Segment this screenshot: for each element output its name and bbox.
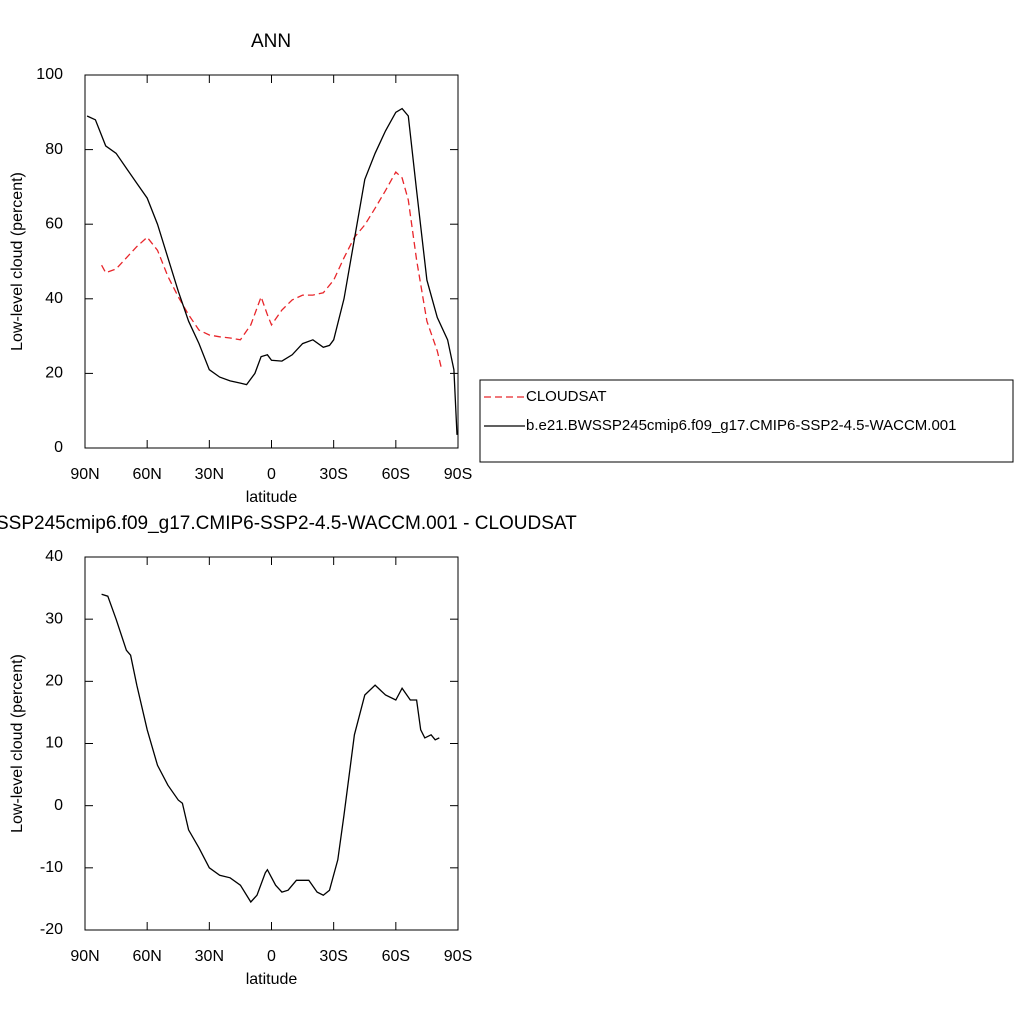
data-line bbox=[101, 170, 443, 369]
y-tick-label: 30 bbox=[45, 610, 63, 627]
y-tick-label: 40 bbox=[45, 548, 63, 565]
chart-title: ANN bbox=[251, 31, 291, 52]
x-tick-label: 30N bbox=[195, 948, 224, 965]
y-axis-label: Low-level cloud (percent) bbox=[9, 172, 26, 351]
y-tick-label: 40 bbox=[45, 290, 63, 307]
y-tick-label: 80 bbox=[45, 141, 63, 158]
legend-label: b.e21.BWSSP245cmip6.f09_g17.CMIP6-SSP2-4… bbox=[526, 417, 956, 434]
x-tick-label: 60S bbox=[382, 948, 410, 965]
plot-frame bbox=[84, 556, 459, 931]
x-tick-label: 90N bbox=[70, 466, 99, 483]
y-tick-label: -20 bbox=[40, 921, 63, 938]
chart-title: SSP245cmip6.f09_g17.CMIP6-SSP2-4.5-WACCM… bbox=[0, 513, 577, 534]
y-tick-label: 10 bbox=[45, 735, 63, 752]
x-axis-label: latitude bbox=[246, 489, 298, 506]
x-axis-label: latitude bbox=[246, 971, 298, 988]
data-line bbox=[101, 593, 440, 904]
legend-label: CLOUDSAT bbox=[526, 388, 607, 405]
plot-frame bbox=[84, 74, 459, 449]
x-tick-label: 30N bbox=[195, 466, 224, 483]
x-tick-label: 60N bbox=[132, 466, 161, 483]
chart-panel: ANN 90N 60N 30N 0 30S 60S 90S 0 20 40 60 80 100 latitu… bbox=[9, 31, 1014, 506]
data-line bbox=[86, 107, 458, 435]
y-tick-label: 0 bbox=[54, 439, 63, 456]
x-tick-label: 0 bbox=[267, 948, 276, 965]
chart-panel: SSP245cmip6.f09_g17.CMIP6-SSP2-4.5-WACCM… bbox=[0, 513, 577, 988]
x-tick-label: 90S bbox=[444, 948, 472, 965]
x-tick-label: 0 bbox=[267, 466, 276, 483]
y-tick-label: 0 bbox=[54, 797, 63, 814]
x-tick-label: 90S bbox=[444, 466, 472, 483]
x-tick-label: 60N bbox=[132, 948, 161, 965]
y-tick-label: 100 bbox=[36, 66, 63, 83]
legend-box bbox=[479, 379, 1014, 463]
x-tick-label: 30S bbox=[319, 948, 347, 965]
x-tick-label: 90N bbox=[70, 948, 99, 965]
x-tick-label: 30S bbox=[319, 466, 347, 483]
y-tick-label: -10 bbox=[40, 859, 63, 876]
y-tick-label: 60 bbox=[45, 215, 63, 232]
y-tick-label: 20 bbox=[45, 365, 63, 382]
y-tick-label: 20 bbox=[45, 673, 63, 690]
x-tick-label: 60S bbox=[382, 466, 410, 483]
y-axis-label: Low-level cloud (percent) bbox=[9, 654, 26, 833]
legend: CLOUDSAT b.e21.BWSSP245cmip6.f09_g17.CMIP… bbox=[479, 379, 1014, 463]
